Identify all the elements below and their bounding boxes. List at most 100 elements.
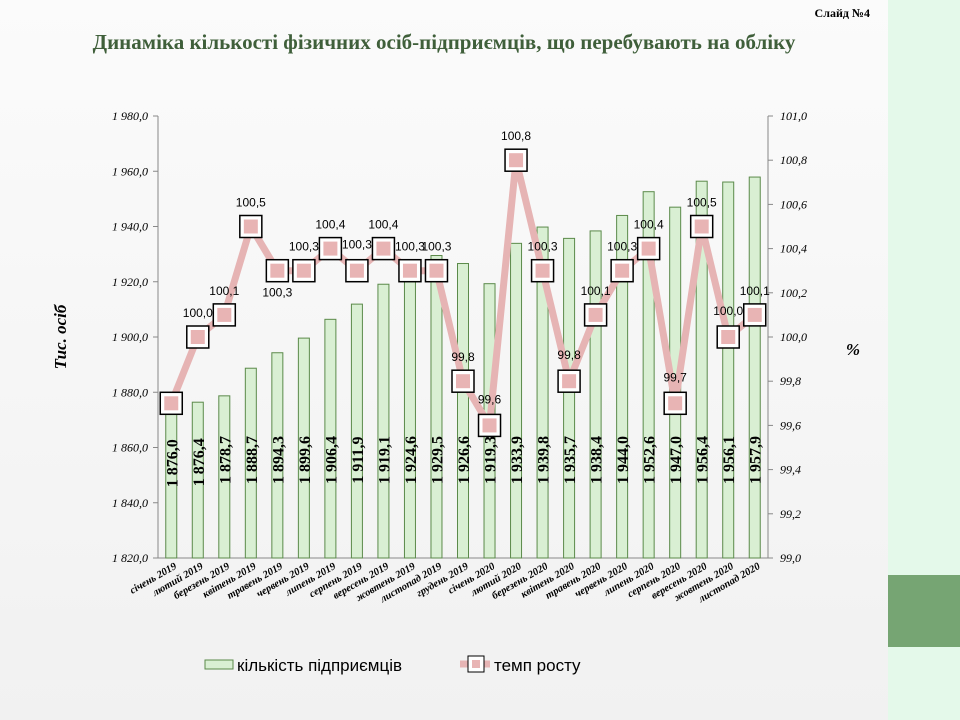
growth-rate-label: 100,4 bbox=[368, 218, 398, 232]
growth-rate-marker-fill bbox=[456, 374, 470, 389]
bar-value-label: 1 876,4 bbox=[191, 438, 208, 486]
growth-rate-label: 100,3 bbox=[395, 240, 425, 254]
bar-value-label: 1 938,4 bbox=[589, 436, 606, 484]
legend-line-marker-fill bbox=[472, 660, 480, 668]
bar-value-label: 1 933,9 bbox=[509, 436, 526, 484]
growth-rate-label: 100,4 bbox=[315, 218, 345, 232]
growth-rate-marker-fill bbox=[721, 330, 736, 344]
bar-value-label: 1 876,0 bbox=[164, 439, 181, 487]
right-axis-tick-label: 100,8 bbox=[780, 153, 807, 167]
left-axis-tick-label: 1 840,0 bbox=[112, 496, 148, 510]
growth-rate-marker-fill bbox=[164, 396, 179, 411]
bar-value-label: 1 929,5 bbox=[429, 436, 446, 484]
growth-rate-label: 100,3 bbox=[262, 286, 292, 300]
growth-rate-marker-fill bbox=[509, 153, 524, 168]
right-axis-tick-label: 100,2 bbox=[780, 286, 807, 300]
left-axis-tick-label: 1 920,0 bbox=[112, 275, 148, 289]
bar bbox=[377, 283, 390, 559]
growth-rate-marker-fill bbox=[190, 330, 205, 344]
growth-rate-marker-fill bbox=[217, 307, 232, 322]
bar bbox=[642, 191, 655, 559]
bar bbox=[748, 176, 761, 559]
bar bbox=[695, 180, 708, 559]
bar-value-label: 1 878,7 bbox=[217, 436, 234, 484]
bar bbox=[510, 242, 523, 559]
bar bbox=[297, 337, 310, 559]
left-axis-tick-label: 1 960,0 bbox=[112, 164, 148, 178]
right-axis-title: % bbox=[846, 340, 860, 359]
bar bbox=[563, 237, 576, 559]
growth-rate-label: 100,1 bbox=[581, 284, 611, 298]
right-axis-tick-label: 99,2 bbox=[780, 507, 801, 521]
bar-value-label: 1 926,6 bbox=[456, 436, 473, 484]
growth-rate-marker-fill bbox=[747, 307, 762, 322]
growth-rate-marker-fill bbox=[562, 374, 577, 389]
left-axis-tick-label: 1 860,0 bbox=[112, 441, 148, 455]
right-axis-tick-label: 100,6 bbox=[780, 197, 807, 211]
bar-value-label: 1 899,6 bbox=[297, 436, 314, 484]
growth-rate-label: 100,3 bbox=[342, 238, 372, 252]
bar bbox=[191, 401, 204, 559]
bar-value-label: 1 952,6 bbox=[642, 436, 659, 484]
bar-value-label: 1 957,9 bbox=[748, 436, 765, 484]
right-axis-tick-label: 100,4 bbox=[780, 242, 807, 256]
growth-rate-marker-fill bbox=[243, 219, 258, 234]
growth-rate-marker-fill bbox=[270, 263, 285, 278]
bar-value-label: 1 956,4 bbox=[695, 436, 712, 484]
growth-rate-marker-fill bbox=[535, 263, 550, 278]
left-axis-tick-label: 1 900,0 bbox=[112, 330, 148, 344]
growth-rate-marker-fill bbox=[349, 263, 364, 278]
growth-rate-marker-fill bbox=[694, 219, 709, 234]
slide-number: Слайд №4 bbox=[814, 6, 870, 20]
bar bbox=[324, 318, 337, 559]
growth-rate-label: 100,3 bbox=[528, 240, 558, 254]
growth-rate-label: 100,0 bbox=[713, 304, 743, 318]
bar-value-label: 1 919,1 bbox=[376, 436, 393, 484]
growth-rate-label: 100,5 bbox=[687, 196, 717, 210]
bar bbox=[244, 367, 257, 559]
growth-rate-marker-fill bbox=[615, 263, 630, 278]
growth-rate-marker-fill bbox=[376, 241, 391, 256]
left-axis-tick-label: 1 940,0 bbox=[112, 220, 148, 234]
right-axis-tick-label: 100,0 bbox=[780, 330, 807, 344]
bar bbox=[616, 214, 629, 559]
bar-value-label: 1 911,9 bbox=[350, 436, 367, 483]
growth-rate-marker-fill bbox=[588, 307, 603, 322]
side-accent-block bbox=[888, 575, 960, 647]
bar-value-label: 1 956,1 bbox=[721, 436, 738, 484]
growth-rate-label: 99,8 bbox=[451, 350, 475, 364]
bar-value-label: 1 919,3 bbox=[483, 436, 500, 484]
growth-rate-marker-fill bbox=[668, 396, 683, 411]
bar-value-label: 1 888,7 bbox=[244, 436, 261, 484]
slide-background bbox=[0, 0, 888, 720]
left-axis-tick-label: 1 980,0 bbox=[112, 109, 148, 123]
growth-rate-marker-fill bbox=[296, 263, 311, 278]
growth-rate-label: 100,5 bbox=[236, 196, 266, 210]
bar bbox=[403, 268, 416, 559]
right-axis-tick-label: 99,0 bbox=[780, 551, 801, 565]
growth-rate-label: 100,4 bbox=[634, 218, 664, 232]
growth-rate-label: 100,3 bbox=[289, 240, 319, 254]
bar bbox=[536, 226, 549, 559]
bar bbox=[457, 263, 469, 559]
growth-rate-label: 99,8 bbox=[557, 348, 581, 362]
growth-rate-label: 100,3 bbox=[421, 240, 451, 254]
growth-rate-label: 100,1 bbox=[740, 284, 770, 298]
slide-title: Динаміка кількості фізичних осіб-підприє… bbox=[92, 30, 796, 54]
legend-bar-label: кількість підприємців bbox=[237, 656, 402, 675]
right-axis-tick-label: 99,6 bbox=[780, 418, 801, 432]
bar bbox=[589, 230, 602, 559]
bar bbox=[722, 181, 735, 559]
bar-value-label: 1 894,3 bbox=[270, 436, 287, 484]
left-axis-tick-label: 1 880,0 bbox=[112, 385, 148, 399]
chart: 1 820,0 1 840,0 1 860,0 1 880,0 1 900,0 1 920… bbox=[51, 109, 860, 675]
growth-rate-marker-fill bbox=[641, 241, 656, 256]
growth-rate-marker-fill bbox=[323, 241, 338, 256]
right-axis-tick-label: 99,4 bbox=[780, 463, 801, 477]
bar-value-label: 1 939,8 bbox=[536, 436, 553, 484]
bar bbox=[430, 255, 443, 559]
left-axis-title: Тис. осіб bbox=[51, 303, 70, 369]
right-axis-tick-label: 99,8 bbox=[780, 374, 801, 388]
bar bbox=[350, 303, 363, 559]
left-axis-tick-label: 1 820,0 bbox=[112, 551, 148, 565]
